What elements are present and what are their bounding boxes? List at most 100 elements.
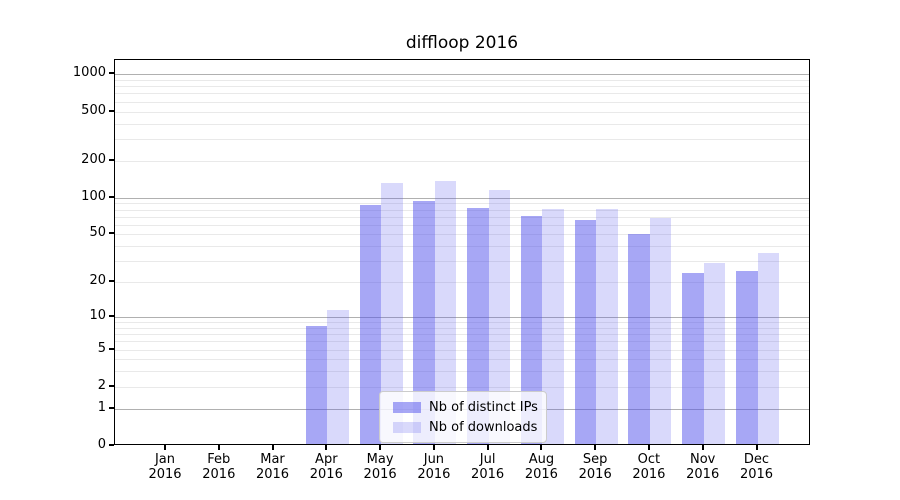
x-tick-label-line: 2016: [739, 467, 774, 482]
x-tick-label-line: 2016: [524, 467, 558, 482]
minor-gridline: [115, 261, 809, 263]
x-tick-label-line: Apr: [315, 452, 338, 467]
bar-downloads: [649, 217, 672, 444]
x-tick-label-line: Mar: [260, 452, 285, 467]
legend-row: Nb of distinct IPs: [388, 397, 538, 417]
bar-distinct-ips: [736, 270, 758, 444]
bar-downloads: [703, 262, 726, 444]
y-tick: [109, 444, 114, 446]
major-gridline: [115, 317, 809, 318]
minor-gridline: [115, 111, 809, 113]
minor-gridline: [115, 334, 809, 336]
legend-label: Nb of downloads: [429, 419, 538, 435]
minor-gridline: [115, 123, 809, 125]
x-tick-label-line: 2016: [471, 467, 505, 482]
legend-swatch-distinct-ips: [393, 401, 421, 413]
y-tick-label: 20: [89, 273, 106, 289]
bar-distinct-ips: [682, 273, 704, 444]
x-tick-label-line: Jun: [423, 452, 445, 467]
minor-gridline: [115, 282, 809, 284]
legend-swatch-downloads: [393, 421, 421, 433]
x-tick-label: Jun 2016: [402, 452, 466, 482]
minor-gridline: [115, 322, 809, 324]
minor-gridline: [115, 86, 809, 88]
x-tick-label-line: 2016: [417, 467, 451, 482]
x-tick: [486, 445, 489, 450]
minor-gridline: [115, 209, 809, 211]
y-tick: [109, 109, 114, 112]
x-tick-label-line: Dec: [743, 452, 770, 467]
y-tick-label: 1: [97, 399, 106, 415]
bar-distinct-ips: [574, 220, 597, 444]
x-tick: [325, 445, 328, 450]
x-tick-label-line: 2016: [202, 467, 236, 482]
minor-gridline: [115, 216, 809, 218]
minor-gridline: [115, 234, 809, 236]
minor-gridline: [115, 246, 809, 248]
minor-gridline: [115, 359, 809, 361]
bar-downloads: [757, 252, 779, 444]
minor-gridline: [115, 327, 809, 329]
y-tick-label: 100: [81, 188, 106, 204]
x-tick-label: Sep 2016: [563, 452, 627, 482]
bar-distinct-ips: [467, 207, 489, 444]
x-tick-label: Oct 2016: [617, 452, 681, 482]
y-tick: [109, 232, 114, 235]
x-tick-label: Mar 2016: [241, 452, 305, 482]
x-tick-label: Feb 2016: [187, 452, 251, 482]
minor-gridline: [115, 79, 809, 81]
x-tick: [647, 445, 650, 450]
x-tick: [164, 445, 166, 450]
minor-gridline: [115, 224, 809, 226]
y-tick: [109, 315, 114, 317]
x-tick: [755, 445, 758, 450]
major-gridline: [115, 74, 809, 76]
bar-distinct-ips: [628, 233, 650, 444]
x-tick-label-line: 2016: [309, 467, 343, 482]
x-tick-label-line: 2016: [255, 467, 290, 482]
x-tick: [432, 445, 435, 450]
x-tick-label-line: Jan: [154, 452, 176, 467]
x-tick-label-line: 2016: [148, 467, 182, 482]
bar-downloads: [488, 189, 511, 444]
x-tick-label-line: 2016: [686, 467, 720, 482]
minor-gridline: [115, 386, 809, 388]
y-tick-label: 500: [81, 102, 106, 118]
bar-distinct-ips: [520, 216, 543, 444]
x-tick-label-line: Feb: [207, 452, 231, 467]
x-tick-label-line: Jul: [479, 452, 496, 467]
x-tick-label: Aug 2016: [509, 452, 573, 482]
chart-title: diffloop 2016: [405, 33, 519, 53]
y-tick: [109, 158, 114, 161]
x-tick-label: Dec 2016: [725, 452, 789, 482]
x-tick-label-line: May: [366, 452, 394, 467]
plot-area: Nb of distinct IPs Nb of downloads: [114, 59, 810, 445]
y-tick: [109, 347, 114, 350]
y-tick: [109, 72, 114, 75]
x-tick-label: Jan 2016: [133, 452, 197, 482]
legend: Nb of distinct IPs Nb of downloads: [379, 391, 547, 443]
y-tick-label: 2: [97, 377, 106, 393]
y-tick-label: 5: [97, 340, 106, 356]
x-tick-label: May 2016: [348, 452, 412, 482]
legend-row: Nb of downloads: [388, 417, 538, 437]
bar-downloads: [596, 208, 618, 444]
x-tick-label-line: 2016: [578, 467, 612, 482]
x-tick-label: Nov 2016: [671, 452, 735, 482]
x-tick: [217, 445, 220, 450]
y-tick-label: 10: [89, 308, 106, 323]
minor-gridline: [115, 349, 809, 351]
bar-distinct-ips: [305, 325, 328, 444]
x-tick-label-line: 2016: [632, 467, 666, 482]
x-tick: [540, 445, 543, 450]
y-tick-label: 50: [89, 225, 106, 241]
x-tick-label-line: Nov: [690, 452, 716, 467]
y-tick: [109, 195, 114, 198]
minor-gridline: [115, 160, 809, 162]
legend-label: Nb of distinct IPs: [429, 399, 538, 415]
minor-gridline: [115, 101, 809, 103]
x-tick-label: Apr 2016: [294, 452, 358, 482]
y-tick: [109, 406, 114, 409]
x-tick-label-line: Sep: [582, 452, 608, 467]
